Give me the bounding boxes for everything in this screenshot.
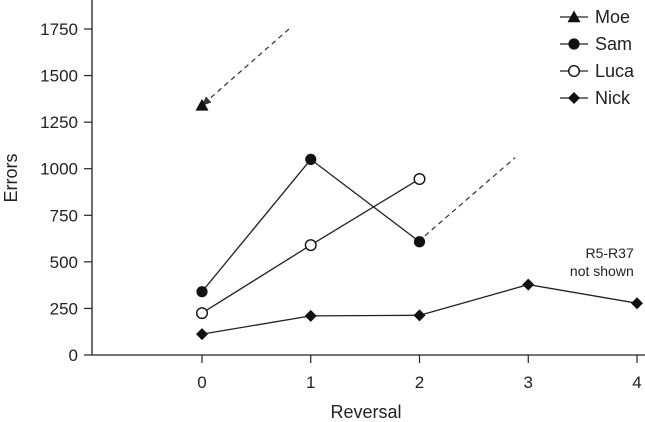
- y-axis-title: Errors: [1, 154, 21, 203]
- series-luca: [195, 172, 426, 320]
- data-point-nick: [413, 309, 426, 322]
- x-tick-label: 0: [197, 373, 206, 392]
- data-point-nick: [304, 309, 317, 322]
- data-point-luca: [195, 307, 208, 320]
- x-tick-label: 3: [524, 373, 533, 392]
- x-axis-title: Reversal: [330, 402, 401, 422]
- legend-entry-luca: Luca: [560, 61, 635, 81]
- legend: Moe Sam Luca Nick: [560, 7, 635, 108]
- y-tick-label: 1750: [40, 20, 78, 39]
- data-point-sam: [305, 153, 317, 165]
- x-tick-label: 2: [415, 373, 424, 392]
- data-point-sam: [196, 286, 208, 298]
- annotation-note: R5-R37 not shown: [570, 245, 634, 279]
- legend-entry-moe: Moe: [560, 7, 630, 27]
- series-layer: [195, 98, 643, 341]
- series-nick: [196, 278, 643, 341]
- legend-marker-luca: [568, 64, 581, 77]
- dashed-break-line: [424, 157, 516, 237]
- x-tick-label: 4: [632, 373, 641, 392]
- series-moe: [195, 98, 209, 111]
- legend-marker-moe: [567, 10, 581, 23]
- data-point-sam: [413, 236, 426, 248]
- data-point-nick: [196, 328, 208, 341]
- legend-label: Sam: [595, 34, 632, 54]
- legend-marker-nick: [568, 92, 580, 104]
- y-tick-label: 750: [50, 206, 78, 225]
- legend-entry-nick: Nick: [560, 88, 631, 108]
- legend-label: Luca: [595, 61, 635, 81]
- dashed-arrow: [201, 28, 290, 107]
- data-point-moe: [195, 98, 209, 111]
- legend-marker-sam: [568, 38, 580, 50]
- x-tick-label: 1: [306, 373, 315, 392]
- legend-label: Nick: [595, 88, 631, 108]
- y-tick-label: 1500: [40, 67, 78, 86]
- y-tick-label: 500: [50, 253, 78, 272]
- data-point-luca: [304, 239, 317, 252]
- y-tick-label: 1000: [40, 160, 78, 179]
- series-line-sam: [201, 158, 420, 293]
- data-point-nick: [522, 278, 535, 291]
- data-point-nick: [631, 297, 643, 310]
- y-tick-label: 250: [50, 299, 78, 318]
- y-tick-label: 0: [69, 346, 78, 365]
- y-tick-label: 1250: [40, 113, 78, 132]
- legend-label: Moe: [595, 7, 630, 27]
- annotations: R5-R37 not shown: [201, 28, 634, 279]
- data-point-luca: [413, 172, 426, 185]
- series-sam: [196, 153, 426, 298]
- legend-entry-sam: Sam: [560, 34, 632, 54]
